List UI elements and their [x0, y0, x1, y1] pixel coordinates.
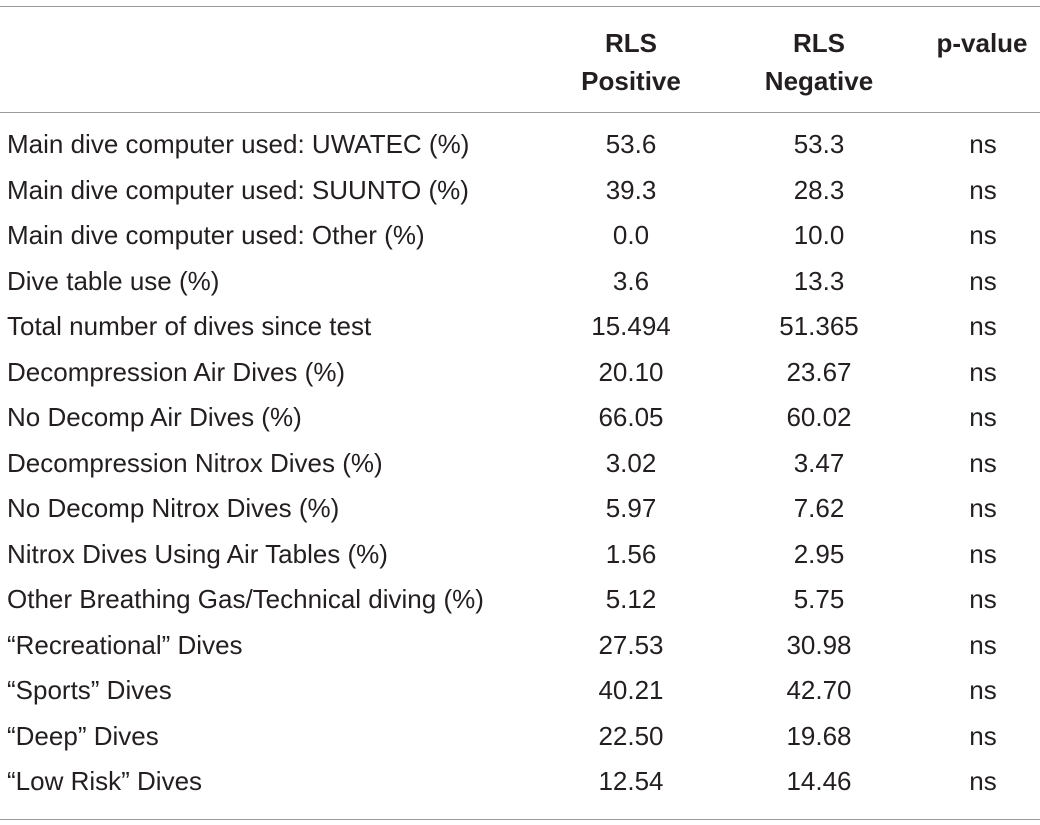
table-row: “Sports” Dives 40.21 42.70 ns — [0, 668, 1040, 714]
row-label: “Deep” Dives — [7, 720, 159, 751]
p-value: ns — [969, 174, 997, 205]
rls-negative-value: 5.75 — [793, 584, 845, 614]
table-row: Other Breathing Gas/Technical diving (%)… — [0, 577, 1040, 623]
rls-negative-value: 53.3 — [793, 129, 845, 159]
column-header-line: RLS — [793, 28, 845, 58]
row-label: No Decomp Nitrox Dives (%) — [7, 493, 340, 523]
rls-negative-value: 28.3 — [793, 174, 845, 205]
row-label: “Recreational” Dives — [7, 629, 243, 660]
p-value: ns — [969, 220, 997, 250]
bottom-rule — [0, 819, 1040, 820]
p-value: ns — [969, 402, 997, 432]
rls-positive-value: 3.6 — [612, 265, 650, 296]
table-row: Dive table use (%) 3.6 13.3 ns — [0, 259, 1040, 305]
row-label: “Sports” Dives — [7, 675, 172, 705]
rls-negative-value: 51.365 — [779, 311, 859, 341]
row-label: Total number of dives since test — [7, 311, 372, 341]
table-row: “Recreational” Dives 27.53 30.98 ns — [0, 623, 1040, 669]
p-value: ns — [969, 356, 997, 387]
p-value: ns — [969, 447, 997, 478]
rls-positive-value: 20.10 — [598, 356, 664, 387]
rls-negative-value: 2.95 — [793, 538, 845, 569]
table-row: Main dive computer used: SUUNTO (%) 39.3 2… — [0, 168, 1040, 214]
rls-positive-value: 27.53 — [598, 629, 664, 660]
p-value: ns — [969, 538, 997, 569]
table-row: Decompression Nitrox Dives (%) 3.02 3.47 ns — [0, 441, 1040, 487]
rls-positive-value: 0.0 — [612, 220, 650, 250]
header-rule — [0, 112, 1040, 113]
row-label: Decompression Air Dives (%) — [7, 356, 346, 387]
column-header-line: p-value — [936, 28, 1028, 58]
rls-positive-value: 40.21 — [598, 675, 664, 705]
table-row: “Deep” Dives 22.50 19.68 ns — [0, 714, 1040, 760]
row-label: Decompression Nitrox Dives (%) — [7, 447, 383, 478]
rls-negative-value: 14.46 — [786, 766, 852, 796]
p-value: ns — [969, 129, 997, 159]
table-row: Nitrox Dives Using Air Tables (%) 1.56 2.9… — [0, 532, 1040, 578]
rls-negative-value: 23.67 — [786, 356, 852, 387]
p-value: ns — [969, 265, 997, 296]
column-header-p-value: p-value — [924, 24, 1040, 62]
p-value: ns — [969, 311, 997, 341]
table-body: Main dive computer used: UWATEC (%) 53.6 5… — [0, 122, 1040, 805]
table-row: Main dive computer used: UWATEC (%) 53.6 5… — [0, 122, 1040, 168]
rls-positive-value: 5.97 — [605, 493, 657, 523]
rls-negative-value: 7.62 — [793, 493, 845, 523]
rls-negative-value: 19.68 — [786, 720, 852, 751]
row-label: Other Breathing Gas/Technical diving (%) — [7, 584, 484, 614]
column-header-line: Negative — [764, 66, 874, 96]
rls-negative-value: 30.98 — [786, 629, 852, 660]
row-label: Main dive computer used: UWATEC (%) — [7, 129, 470, 159]
column-header-rls-positive: RLS Positive — [560, 24, 702, 100]
rls-negative-value: 13.3 — [793, 265, 845, 296]
p-value: ns — [969, 766, 997, 796]
row-label: Main dive computer used: Other (%) — [7, 220, 425, 250]
p-value: ns — [969, 629, 997, 660]
table-row: No Decomp Air Dives (%) 66.05 60.02 ns — [0, 395, 1040, 441]
rls-positive-value: 15.494 — [591, 311, 671, 341]
column-header-line: Positive — [581, 66, 681, 96]
rls-positive-value: 12.54 — [598, 766, 664, 796]
rls-positive-value: 1.56 — [605, 538, 657, 569]
row-label: Dive table use (%) — [7, 265, 220, 296]
table-row: Main dive computer used: Other (%) 0.0 10.… — [0, 213, 1040, 259]
table-row: “Low Risk” Dives 12.54 14.46 ns — [0, 759, 1040, 805]
rls-positive-value: 53.6 — [605, 129, 657, 159]
rls-positive-value: 5.12 — [605, 584, 657, 614]
rls-positive-value: 39.3 — [605, 174, 657, 205]
rls-negative-value: 60.02 — [786, 402, 852, 432]
p-value: ns — [969, 675, 997, 705]
rls-positive-value: 3.02 — [605, 447, 657, 478]
rls-positive-value: 66.05 — [598, 402, 664, 432]
top-rule — [0, 6, 1040, 7]
rls-negative-value: 10.0 — [793, 220, 845, 250]
column-header-rls-negative: RLS Negative — [740, 24, 898, 100]
rls-positive-value: 22.50 — [598, 720, 664, 751]
row-label: Nitrox Dives Using Air Tables (%) — [7, 538, 388, 569]
rls-negative-value: 3.47 — [793, 447, 845, 478]
p-value: ns — [969, 720, 997, 751]
p-value: ns — [969, 493, 997, 523]
p-value: ns — [969, 584, 997, 614]
table-row: Total number of dives since test 15.494 51… — [0, 304, 1040, 350]
row-label: No Decomp Air Dives (%) — [7, 402, 302, 432]
row-label: “Low Risk” Dives — [7, 766, 203, 796]
table-row: No Decomp Nitrox Dives (%) 5.97 7.62 ns — [0, 486, 1040, 532]
row-label: Main dive computer used: SUUNTO (%) — [7, 174, 469, 205]
column-header-line: RLS — [605, 28, 657, 58]
table-row: Decompression Air Dives (%) 20.10 23.67 ns — [0, 350, 1040, 396]
rls-negative-value: 42.70 — [786, 675, 852, 705]
